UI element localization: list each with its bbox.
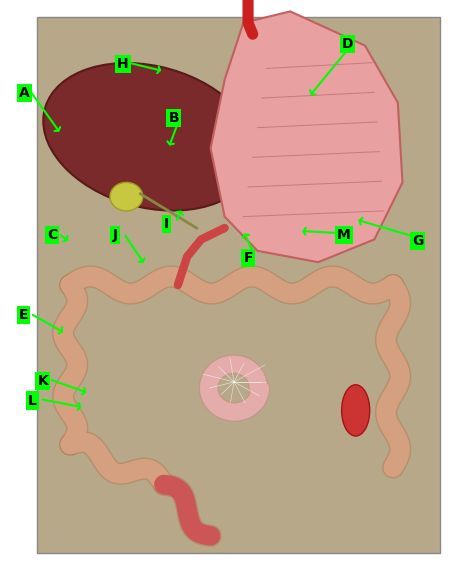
Text: C: C	[47, 228, 57, 242]
Text: G: G	[412, 234, 423, 248]
Ellipse shape	[43, 63, 256, 210]
Text: L: L	[28, 393, 37, 408]
Text: H: H	[117, 57, 129, 71]
Text: D: D	[342, 37, 353, 51]
Text: I: I	[164, 217, 169, 231]
Ellipse shape	[342, 385, 370, 436]
FancyBboxPatch shape	[37, 17, 440, 553]
Ellipse shape	[110, 182, 143, 211]
Text: M: M	[337, 228, 351, 242]
Text: E: E	[19, 308, 28, 322]
Text: J: J	[112, 228, 117, 242]
Text: B: B	[168, 111, 179, 125]
Text: A: A	[19, 86, 29, 100]
Polygon shape	[211, 11, 402, 262]
Text: K: K	[37, 373, 48, 388]
Text: F: F	[243, 251, 253, 265]
